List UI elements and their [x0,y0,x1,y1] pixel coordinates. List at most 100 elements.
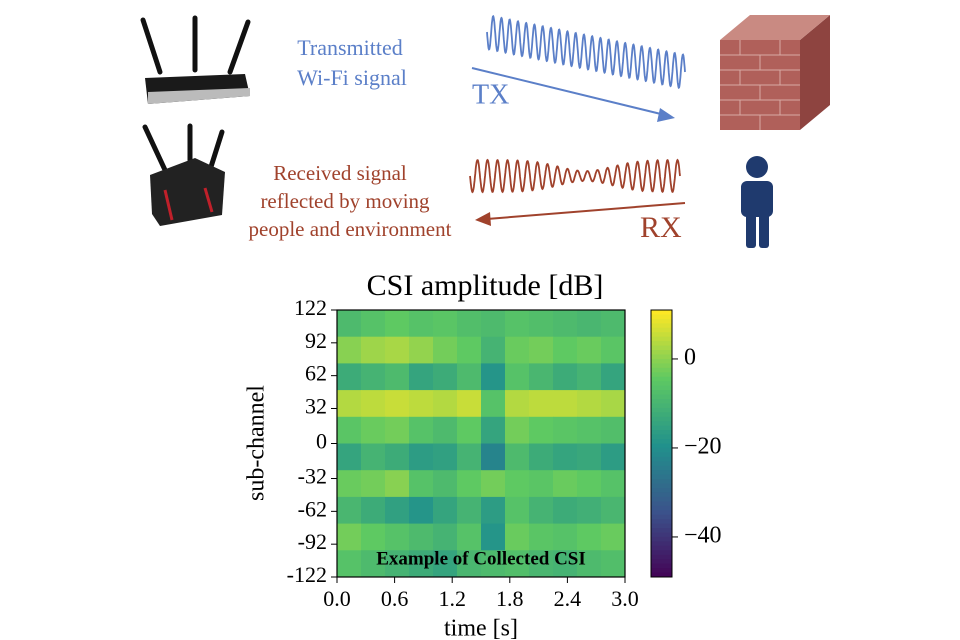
y-axis-label: sub-channel [244,385,270,501]
heatmap-cell [337,443,362,471]
colorbar-segment [651,479,672,485]
heatmap-cell [481,336,506,364]
heatmap-cell [337,470,362,498]
colorbar-tick-label: 0 [684,344,696,370]
colorbar-segment [651,554,672,560]
heatmap-cell [385,336,410,364]
colorbar-segment [651,407,672,413]
heatmap-cell [409,470,434,498]
y-tick-label: 122 [294,295,327,320]
colorbar-segment [651,439,672,444]
colorbar-segment [651,559,672,565]
heatmap-cell [577,470,602,498]
heatmap-cell [457,470,482,498]
x-tick-label: 0.0 [323,586,351,611]
heatmap-cell [409,336,434,364]
heatmap-cell [385,416,410,444]
heatmap-cell [601,363,626,391]
y-tick-label: 62 [305,361,327,386]
rx-label: reflected by moving [260,189,430,213]
heatmap-cell [481,523,506,551]
colorbar-segment [651,363,672,369]
heatmap-cell [529,496,554,525]
heatmap-cell [433,443,458,471]
colorbar-segment [651,514,672,520]
colorbar-segment [651,354,672,360]
heatmap-cell [505,363,530,391]
colorbar-segment [651,416,672,422]
heatmap-cell [433,310,458,338]
heatmap-cell [409,390,434,418]
heatmap-cell [505,443,530,471]
heatmap-cell [505,523,530,551]
heatmap-cell [553,470,578,498]
heatmap-cell [505,336,530,364]
heatmap-cell [433,336,458,364]
router-icon [142,123,225,226]
colorbar-segment [651,545,672,551]
heatmap-cell [505,550,530,578]
heatmap-cell [601,496,626,525]
heatmap-cell [457,523,482,551]
heatmap-cell [553,336,578,364]
heatmap-cell [457,416,482,444]
heatmap-cell [553,390,578,418]
x-tick-label: 1.8 [496,586,524,611]
colorbar-segment [651,434,672,440]
colorbar-segment [651,318,672,324]
colorbar-segment [651,474,672,480]
colorbar-segment [651,394,672,400]
heatmap-cell [409,363,434,391]
heatmap-cell [361,470,386,498]
tx-label: Transmitted [297,35,403,60]
colorbar-segment [651,505,672,511]
heatmap-cell [337,523,362,551]
heatmap-cell [433,416,458,444]
heatmap-cell [337,363,362,391]
colorbar-segment [651,390,672,396]
heatmap-cell [457,336,482,364]
colorbar-segment [651,327,672,333]
heatmap-cell [361,336,386,364]
heatmap-cell [433,550,458,578]
heatmap-cell [601,310,626,338]
heatmap-cell [361,390,386,418]
heatmap-cell [601,390,626,418]
colorbar-segment [651,452,672,458]
colorbar-segment [651,447,672,453]
colorbar-segment [651,563,672,569]
tx-arrow [471,67,666,116]
heatmap-cell [409,496,434,525]
heatmap-cell [361,363,386,391]
colorbar-segment [651,483,672,489]
colorbar-segment [651,572,672,578]
chart-title: CSI amplitude [dB] [367,269,604,302]
heatmap-cell [577,310,602,338]
heatmap-cell [577,523,602,551]
x-tick-label: 3.0 [611,586,639,611]
colorbar-tick-label: −40 [684,522,722,548]
colorbar-segment [651,376,672,382]
heatmap-cell [433,390,458,418]
colorbar-segment [651,341,672,347]
heatmap-cell [409,550,434,578]
heatmap-cell [553,363,578,391]
heatmap-cell [433,523,458,551]
heatmap-cell [529,443,554,471]
heatmap-cell [481,470,506,498]
heatmap-cell [433,496,458,525]
heatmap-cell [553,550,578,578]
heatmap-cell [433,470,458,498]
signal-wave [469,158,681,194]
tx-arrowhead [657,108,675,122]
heatmap-cell [529,550,554,578]
colorbar-frame [650,309,673,578]
heatmap-cell [601,443,626,471]
colorbar-segment [651,372,672,378]
annotation: Example of Collected CSI [376,548,586,569]
heatmap-cell [481,363,506,391]
colorbar-segment [651,519,672,525]
heatmap-cell [553,443,578,471]
heatmap-cell [601,523,626,551]
